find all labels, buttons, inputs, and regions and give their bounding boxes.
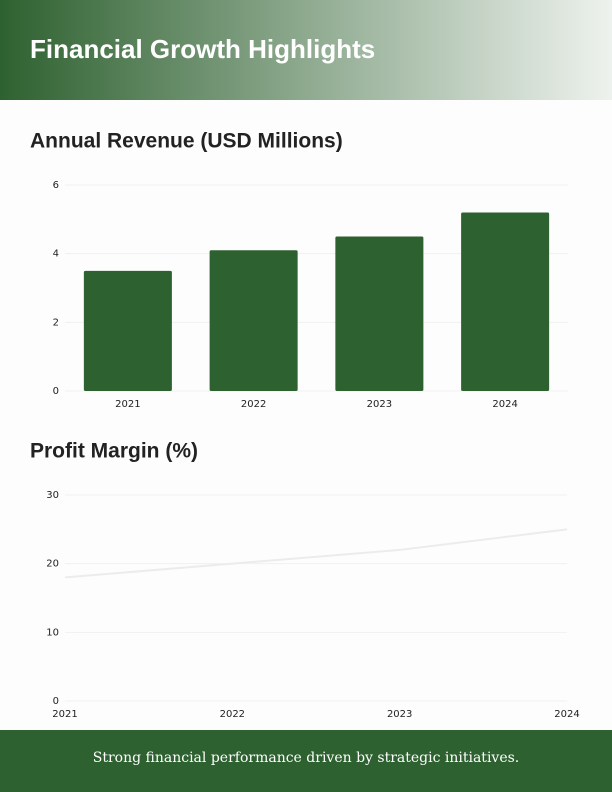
x-tick-label: 2022	[220, 709, 245, 720]
chart-title: Annual Revenue (USD Millions)	[30, 130, 343, 153]
y-tick-label: 10	[46, 627, 59, 638]
chart-title: Profit Margin (%)	[30, 440, 198, 463]
line	[64, 528, 568, 579]
x-tick-label: 2023	[367, 399, 392, 410]
x-tick-label: 2024	[554, 709, 579, 720]
header-band	[0, 0, 612, 100]
bar	[335, 236, 424, 391]
x-tick-label: 2021	[52, 709, 77, 720]
page-title: Financial Growth Highlights	[30, 34, 375, 64]
bar	[83, 270, 172, 391]
x-tick-label: 2021	[115, 399, 140, 410]
y-tick-label: 30	[46, 490, 59, 501]
x-tick-label: 2022	[241, 399, 266, 410]
y-tick-label: 2	[53, 317, 59, 328]
footer-text: Strong financial performance driven by s…	[93, 750, 520, 766]
y-tick-label: 6	[53, 180, 59, 191]
x-tick-label: 2024	[492, 399, 517, 410]
footer-band	[0, 730, 612, 792]
x-tick-label: 2023	[387, 709, 412, 720]
y-tick-label: 0	[53, 386, 59, 397]
bar	[461, 212, 550, 391]
y-tick-label: 20	[46, 559, 59, 570]
y-tick-label: 4	[53, 249, 59, 260]
bar	[209, 250, 298, 391]
y-tick-label: 0	[53, 696, 59, 707]
